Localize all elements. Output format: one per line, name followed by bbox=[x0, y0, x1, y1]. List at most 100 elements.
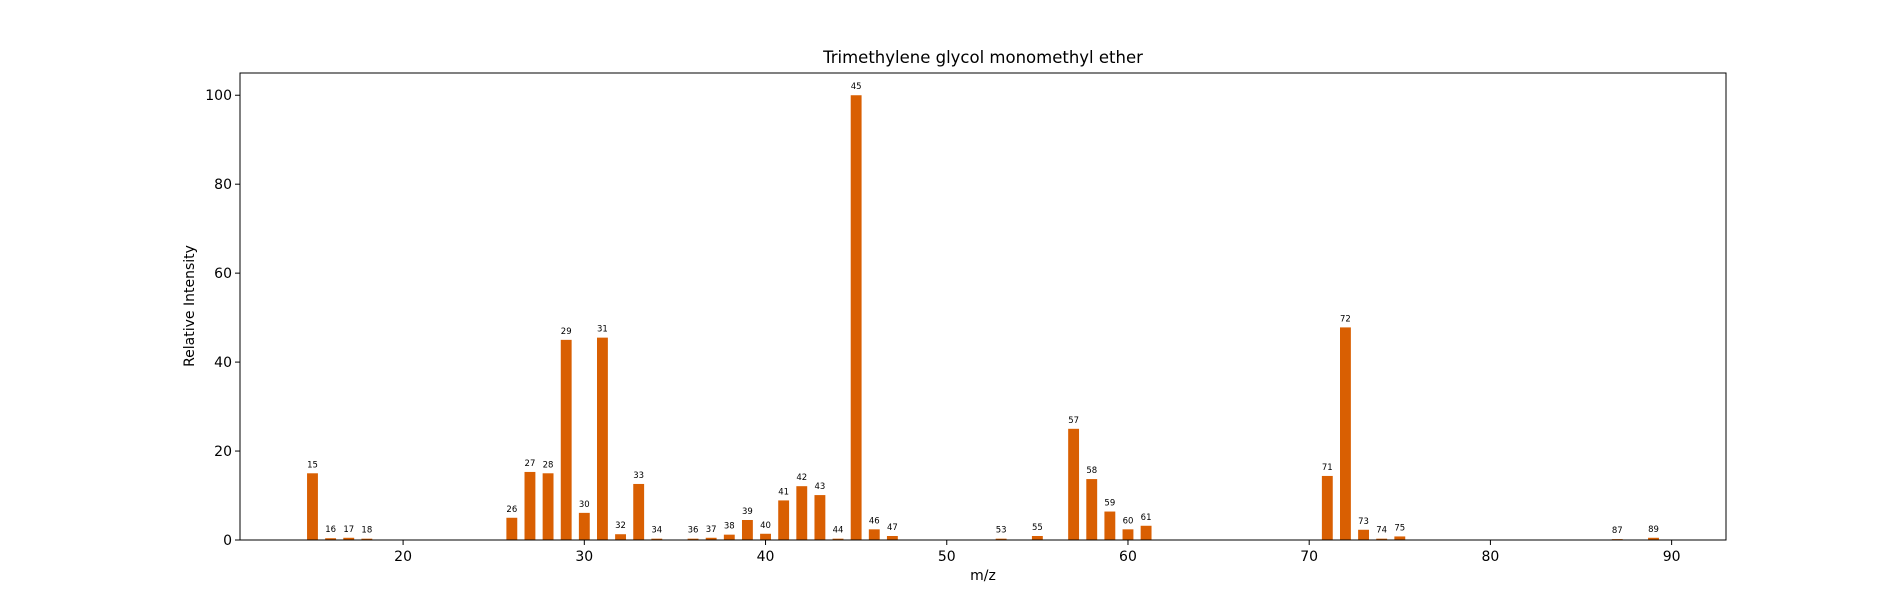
bar-label-61: 61 bbox=[1141, 513, 1152, 523]
bar-mz-61 bbox=[1140, 525, 1152, 540]
bar-mz-36 bbox=[687, 538, 699, 540]
bar-label-43: 43 bbox=[814, 482, 825, 492]
bar-mz-55 bbox=[1031, 536, 1043, 540]
bar-label-58: 58 bbox=[1086, 466, 1097, 476]
bar-mz-16 bbox=[325, 538, 337, 540]
x-tick-label: 30 bbox=[575, 549, 593, 565]
plot-frame bbox=[239, 72, 1727, 541]
bar-mz-41 bbox=[778, 500, 790, 540]
bar-label-18: 18 bbox=[361, 526, 372, 536]
y-tick-label: 100 bbox=[205, 88, 232, 104]
bar-label-38: 38 bbox=[724, 522, 735, 532]
bar-mz-75 bbox=[1394, 536, 1406, 540]
bar-mz-38 bbox=[723, 534, 735, 540]
x-tick-label: 70 bbox=[1300, 549, 1318, 565]
y-tick-label: 80 bbox=[214, 177, 232, 193]
bar-label-53: 53 bbox=[996, 526, 1007, 536]
bar-label-46: 46 bbox=[869, 516, 880, 526]
x-tick-label: 40 bbox=[757, 549, 775, 565]
y-tick-label: 60 bbox=[214, 266, 232, 282]
x-tick-label: 80 bbox=[1482, 549, 1500, 565]
bar-label-16: 16 bbox=[325, 525, 336, 535]
bar-mz-15 bbox=[307, 473, 318, 540]
bar-label-74: 74 bbox=[1376, 526, 1387, 536]
bar-mz-28 bbox=[542, 473, 554, 540]
bar-mz-43 bbox=[814, 495, 826, 540]
y-tick-label: 20 bbox=[214, 444, 232, 460]
bar-mz-34 bbox=[651, 538, 663, 540]
bar-label-55: 55 bbox=[1032, 523, 1043, 533]
bar-mz-40 bbox=[760, 533, 771, 540]
bar-label-17: 17 bbox=[343, 525, 354, 535]
bar-mz-26 bbox=[506, 517, 518, 540]
bar-mz-57 bbox=[1068, 428, 1080, 540]
y-axis: 0 20 40 60 80 100 bbox=[205, 88, 240, 549]
bar-label-39: 39 bbox=[742, 507, 753, 517]
bar-label-33: 33 bbox=[633, 471, 644, 481]
bar-mz-17 bbox=[343, 537, 355, 540]
bar-label-73: 73 bbox=[1358, 517, 1369, 527]
bar-label-89: 89 bbox=[1648, 525, 1659, 535]
bar-label-75: 75 bbox=[1394, 523, 1405, 533]
bar-mz-60 bbox=[1122, 529, 1134, 540]
y-tick-label: 0 bbox=[223, 533, 232, 549]
bar-labels-group: 15 16 17 18 26 27 28 29 30 31 32 33 34 36 37 38 39 40 41 42… bbox=[307, 82, 1659, 536]
bar-label-72: 72 bbox=[1340, 314, 1351, 324]
bar-mz-47 bbox=[886, 536, 898, 540]
bar-mz-58 bbox=[1086, 479, 1098, 540]
y-axis-label: Relative Intensity bbox=[182, 245, 198, 367]
bar-mz-45 bbox=[850, 95, 862, 541]
bar-label-36: 36 bbox=[688, 526, 699, 536]
bar-label-27: 27 bbox=[525, 459, 536, 469]
bar-mz-37 bbox=[705, 537, 717, 540]
bar-label-44: 44 bbox=[833, 526, 844, 536]
bar-label-34: 34 bbox=[651, 526, 662, 536]
bar-label-60: 60 bbox=[1123, 516, 1134, 526]
bar-mz-29 bbox=[560, 339, 572, 540]
bar-mz-59 bbox=[1104, 511, 1116, 540]
bar-label-47: 47 bbox=[887, 523, 898, 533]
chart-title: Trimethylene glycol monomethyl ether bbox=[822, 48, 1143, 67]
bar-label-71: 71 bbox=[1322, 463, 1333, 473]
bar-label-29: 29 bbox=[561, 327, 572, 337]
bar-mz-30 bbox=[578, 512, 590, 540]
bar-mz-27 bbox=[524, 471, 536, 540]
bar-mz-32 bbox=[615, 534, 626, 540]
bar-mz-39 bbox=[741, 519, 753, 540]
bar-label-59: 59 bbox=[1104, 499, 1115, 509]
bar-mz-42 bbox=[796, 486, 808, 540]
x-tick-label: 60 bbox=[1119, 549, 1137, 565]
bar-mz-89 bbox=[1648, 537, 1659, 540]
bar-label-15: 15 bbox=[307, 460, 318, 470]
bar-mz-53 bbox=[995, 538, 1007, 540]
bar-label-41: 41 bbox=[778, 487, 789, 497]
bar-mz-73 bbox=[1358, 529, 1369, 540]
bar-label-28: 28 bbox=[543, 460, 554, 470]
bar-mz-18 bbox=[361, 538, 373, 540]
x-axis-label: m/z bbox=[970, 568, 996, 584]
bars-group bbox=[307, 95, 1659, 541]
x-tick-label: 20 bbox=[394, 549, 412, 565]
bar-mz-71 bbox=[1321, 475, 1333, 540]
bar-label-45: 45 bbox=[851, 82, 862, 92]
x-axis: 20 30 40 50 60 70 80 90 bbox=[394, 540, 1681, 565]
y-tick-label: 40 bbox=[214, 355, 232, 371]
bar-label-40: 40 bbox=[760, 521, 771, 531]
bar-mz-74 bbox=[1376, 538, 1388, 540]
bar-mz-46 bbox=[868, 529, 880, 540]
x-tick-label: 90 bbox=[1663, 549, 1681, 565]
bar-label-57: 57 bbox=[1068, 416, 1079, 426]
bar-label-42: 42 bbox=[796, 473, 807, 483]
x-tick-label: 50 bbox=[938, 549, 956, 565]
bar-mz-31 bbox=[597, 337, 608, 540]
bar-mz-72 bbox=[1340, 327, 1351, 540]
bar-mz-44 bbox=[832, 538, 844, 540]
bar-label-32: 32 bbox=[615, 521, 626, 531]
bar-label-87: 87 bbox=[1612, 526, 1623, 536]
bar-label-30: 30 bbox=[579, 500, 590, 510]
bar-label-26: 26 bbox=[506, 505, 517, 515]
bar-label-37: 37 bbox=[706, 525, 717, 535]
bar-label-31: 31 bbox=[597, 325, 608, 335]
bar-mz-33 bbox=[633, 483, 645, 540]
